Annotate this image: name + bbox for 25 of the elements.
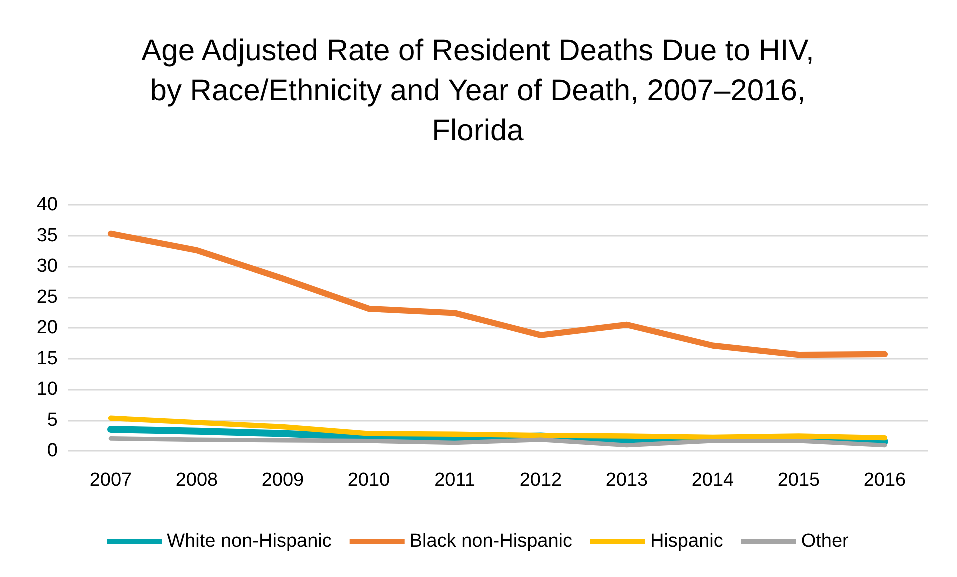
y-tick-label: 20 xyxy=(36,318,58,338)
legend-label: White non-Hispanic xyxy=(167,531,332,552)
x-tick-label: 2016 xyxy=(864,470,906,491)
y-tick-label: 30 xyxy=(36,256,58,277)
x-tick-label: 2011 xyxy=(434,470,476,491)
line-series xyxy=(108,436,888,448)
y-tick-label: 15 xyxy=(36,348,58,370)
y-tick-label: 35 xyxy=(36,225,58,246)
x-tick-label: 2014 xyxy=(692,470,735,491)
legend-label: Other xyxy=(801,531,850,552)
x-tick-label: 2015 xyxy=(778,470,820,491)
legend-label: Black non-Hispanic xyxy=(410,531,572,552)
y-tick-label: 0 xyxy=(47,440,58,462)
x-tick-label: 2013 xyxy=(606,470,648,491)
chart-title: Age Adjusted Rate of Resident Deaths Due to HIV, by Race/Ethnicity and Year of Death, 2007–2016, Florida xyxy=(142,34,814,148)
y-tick-label: 10 xyxy=(36,379,58,400)
x-tick-label: 2009 xyxy=(262,470,304,491)
legend-label: Hispanic xyxy=(650,531,724,552)
x-tick-label: 2010 xyxy=(348,470,390,491)
x-tick-label: 2008 xyxy=(176,470,218,491)
y-tick-label: 40 xyxy=(36,194,58,216)
x-tick-label: 2007 xyxy=(90,470,132,491)
x-tick-label: 2012 xyxy=(520,470,562,491)
y-tick-label: 5 xyxy=(47,410,58,431)
y-tick-label: 25 xyxy=(36,286,58,308)
